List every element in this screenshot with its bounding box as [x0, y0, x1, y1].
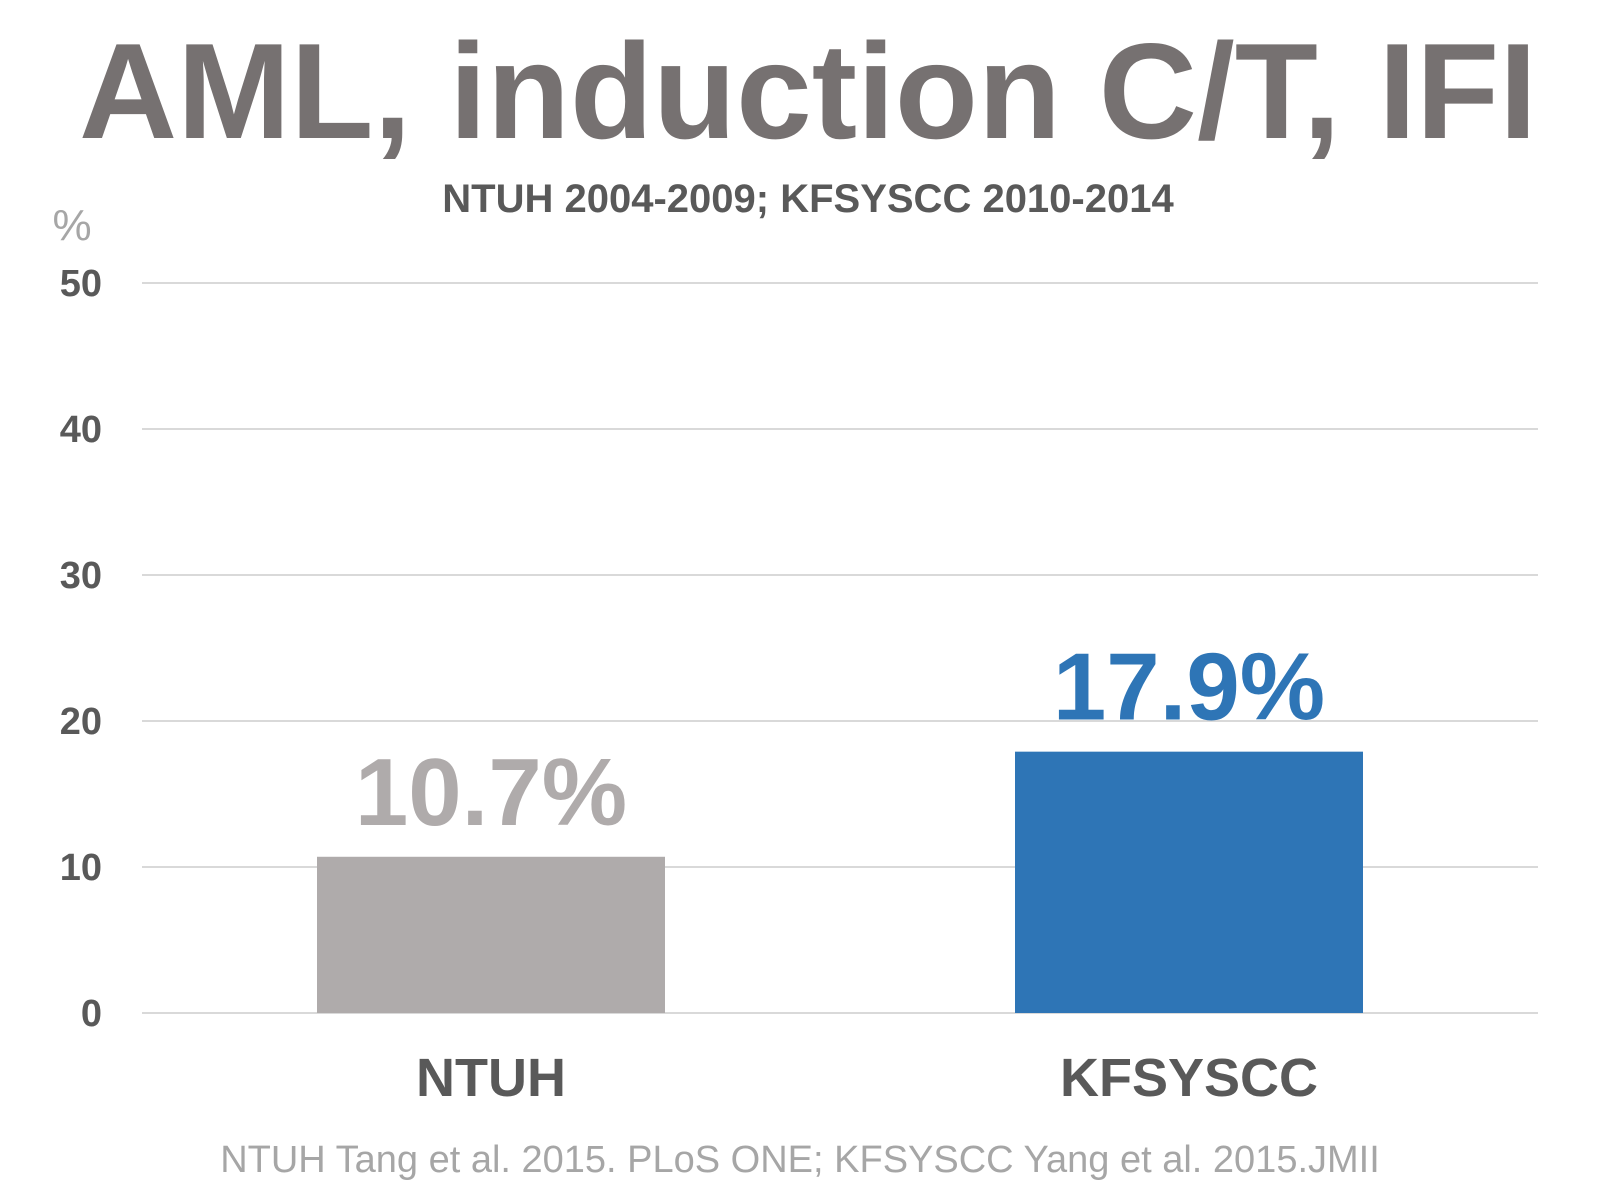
- x-axis-ticks: NTUH KFSYSCC: [416, 1048, 1318, 1108]
- y-axis-ticks: 0 10 20 30 40 50: [60, 263, 102, 1035]
- y-axis-unit-label: %: [52, 201, 91, 250]
- y-tick-label: 10: [60, 847, 102, 889]
- y-tick-label: 50: [60, 263, 102, 305]
- data-labels: 10.7% 17.9%: [355, 634, 1325, 846]
- y-tick-label: 0: [81, 993, 102, 1035]
- data-label: 10.7%: [355, 739, 627, 846]
- x-tick-label: NTUH: [416, 1048, 566, 1108]
- y-tick-label: 40: [60, 409, 102, 451]
- x-tick-label: KFSYSCC: [1060, 1048, 1318, 1108]
- data-label: 17.9%: [1053, 634, 1325, 741]
- source-citation: NTUH Tang et al. 2015. PLoS ONE; KFSYSCC…: [220, 1139, 1380, 1181]
- chart-subtitle: NTUH 2004-2009; KFSYSCC 2010-2014: [442, 177, 1174, 221]
- y-tick-label: 30: [60, 555, 102, 597]
- y-tick-label: 20: [60, 701, 102, 743]
- bar: [1015, 751, 1363, 1013]
- bar: [317, 856, 665, 1013]
- bars: [317, 751, 1363, 1013]
- chart-title: AML, induction C/T, IFI: [79, 15, 1537, 167]
